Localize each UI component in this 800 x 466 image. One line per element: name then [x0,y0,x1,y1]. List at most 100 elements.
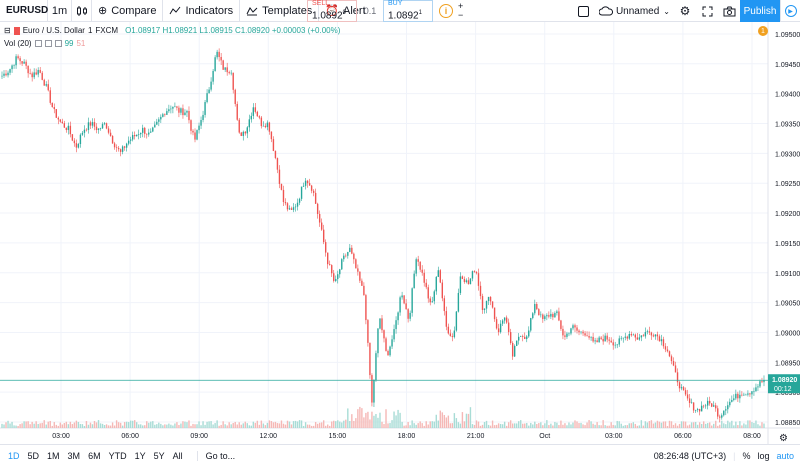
time-tick-label: 12:00 [260,433,278,440]
fullscreen-button[interactable] [696,0,718,22]
volume-bar [168,423,170,428]
volume-bar [335,421,337,428]
candle-body [759,381,761,387]
candle-body [688,398,691,403]
visibility-icon[interactable] [34,40,42,47]
interval-button[interactable]: 1m [48,0,72,22]
auto-scale-button[interactable]: auto [776,451,794,461]
volume-bar [638,425,641,428]
settings-icon[interactable] [44,40,52,47]
candle-body [447,326,450,334]
volume-bar [493,425,496,428]
candle-body [200,120,202,126]
volume-bar [405,425,407,428]
candle-body [300,186,303,199]
candle-body [75,143,78,148]
legend-toggle-icon[interactable]: ⊟ [4,26,11,35]
log-scale-button[interactable]: log [757,451,770,461]
replay-button[interactable]: ▶ [780,0,800,22]
candle-body [479,285,482,297]
quantity-stepper[interactable]: + − [458,0,468,22]
candle-body [530,318,532,331]
candle-body [650,332,653,336]
publish-button[interactable]: Publish [740,0,780,22]
notification-icon[interactable]: 1 [758,26,768,36]
buy-button[interactable]: BUY 1.08921 [383,0,433,22]
volume-bar [719,424,721,428]
candle-body [443,298,446,312]
select-layout-button[interactable] [573,0,595,22]
candle-body [202,114,204,121]
candle-body [719,416,721,418]
candle-body [520,336,522,337]
volume-bar [694,421,697,428]
templates-button[interactable]: Templates [240,0,320,22]
close-icon[interactable] [54,40,62,47]
candle-body [455,311,458,331]
sell-button[interactable]: SELL 1.08920 [307,0,357,22]
gear-icon[interactable]: ⚙ [779,433,788,444]
range-button-1d[interactable]: 1D [8,450,20,461]
minus-icon[interactable]: − [458,10,464,20]
volume-bar [97,420,100,428]
price-chart[interactable]: 1.09500 1.09450 1.09400 1.09350 1.09300 1.092… [0,22,800,444]
volume-bar [688,424,691,428]
volume-bar [294,420,297,428]
clock-display[interactable]: 08:26:48 (UTC+3) [653,451,727,461]
candle-body [538,309,540,316]
volume-bar [570,424,572,428]
volume-bar [182,421,184,428]
plus-icon[interactable]: + [458,1,464,11]
candle-body [592,336,594,342]
range-button-6m[interactable]: 6M [88,450,101,461]
range-button-1y[interactable]: 1Y [134,450,146,461]
volume-bar [580,422,582,428]
percent-scale-button[interactable]: % [742,451,751,461]
candle-body [77,144,80,148]
volume-bar [453,413,456,428]
candle-body [594,340,596,342]
candle-body [138,134,140,135]
candle-body [365,295,367,321]
volume-bar [600,425,602,428]
goto-button[interactable]: Go to... [196,450,235,461]
alert-button[interactable]: ⏰ Alert [319,0,371,22]
volume-bar [602,420,604,428]
info-icon[interactable]: i [439,4,453,18]
candle-body [560,320,562,329]
volume-bar [564,423,566,428]
volume-bar [216,420,218,428]
candle-body [168,109,170,112]
candle-body [327,252,329,265]
candle-body [192,130,194,133]
candle-body [698,409,701,412]
layout-name-button[interactable]: Unnamed ⌄ [595,6,674,17]
candle-body [5,73,7,76]
range-button-1m[interactable]: 1M [47,450,60,461]
symbol-search-button[interactable]: EURUSD [0,0,48,22]
range-button-5d[interactable]: 5D [27,450,40,461]
volume-bar [292,421,295,428]
compare-button[interactable]: ⊕ Compare [92,0,164,22]
candle-body [146,133,148,135]
range-button-ytd[interactable]: YTD [108,450,127,461]
range-button-all[interactable]: All [172,450,183,461]
candle-body [584,333,586,336]
candle-body [702,405,705,407]
settings-button[interactable]: ⚙ [674,0,696,22]
candle-body [11,65,13,70]
chart-type-button[interactable] [72,0,92,22]
candle-body [467,280,470,285]
candle-body [505,317,508,323]
volume-bar [668,420,671,428]
volume-bar [713,423,715,428]
volume-bar [715,420,717,428]
fullscreen-icon [702,6,712,16]
snapshot-button[interactable] [718,0,740,22]
volume-bar [644,421,647,428]
range-button-5y[interactable]: 5Y [153,450,165,461]
candle-body [610,340,612,343]
range-button-3m[interactable]: 3M [67,450,81,461]
indicators-button[interactable]: Indicators [163,0,241,22]
volume-bar [186,422,188,428]
